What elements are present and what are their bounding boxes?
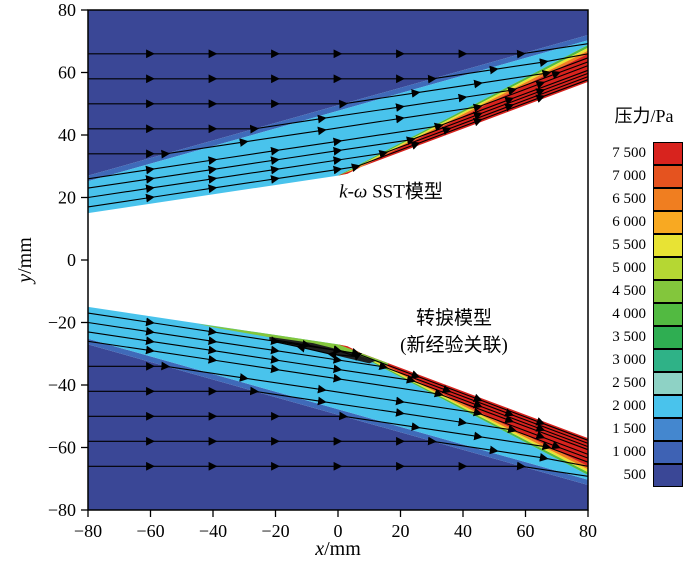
annotation-sst-model-em: k-ω (339, 181, 368, 203)
colorbar-swatch (653, 440, 683, 464)
y-tick-label: 60 (58, 63, 76, 83)
colorbar-row: 1 000 (594, 440, 694, 464)
x-tick-label: 20 (392, 521, 410, 541)
colorbar-row: 4 500 (594, 279, 694, 303)
colorbar-value-label: 1 500 (612, 421, 646, 437)
streamline-top-layer-4 (87, 69, 589, 180)
colorbar-swatch (653, 348, 683, 372)
colorbar-value-label: 2 000 (612, 398, 646, 414)
y-tick-label: −40 (48, 375, 76, 395)
annotation-transition-line2: (新经验关联) (400, 335, 508, 356)
x-tick-label: 0 (334, 521, 343, 541)
colorbar-value-label: 4 500 (612, 283, 646, 299)
x-tick-label: 40 (454, 521, 472, 541)
colorbar-swatch (653, 371, 683, 395)
contour-regions (88, 10, 588, 510)
colorbar-row: 2 500 (594, 371, 694, 395)
colorbar-title: 压力/Pa (614, 106, 674, 126)
annotation-sst-model: k-ω SST模型 (339, 181, 443, 203)
colorbar-value-label: 7 500 (612, 145, 646, 161)
y-tick-label: 0 (67, 250, 76, 270)
axes: −80 −60 −40 −20 0 20 40 60 80 −80 −60 −40 −20 0 20 40 60… (48, 0, 597, 541)
y-axis-label: y/mm (14, 237, 36, 283)
colorbar-row: 2 000 (594, 394, 694, 418)
colorbar-swatch (653, 463, 683, 487)
colorbar-row: 3 000 (594, 348, 694, 372)
colorbar-row: 500 (594, 463, 694, 487)
colorbar-value-label: 1 000 (612, 444, 646, 460)
colorbar-swatch (653, 256, 683, 280)
colorbar-swatch (653, 302, 683, 326)
annotation-transition-line1: 转捩模型 (415, 308, 492, 329)
colorbar-row: 7 000 (594, 164, 694, 188)
streamline-bottom-layer-4 (87, 340, 589, 451)
x-tick-label: −80 (74, 521, 102, 541)
colorbar-value-label: 5 000 (612, 260, 646, 276)
colorbar-value-label: 3 000 (612, 352, 646, 368)
colorbar-swatch (653, 141, 683, 165)
x-tick-label: −20 (261, 521, 289, 541)
colorbar-value-label: 6 000 (612, 214, 646, 230)
y-tick-label: −20 (48, 313, 76, 333)
colorbar-swatch (653, 164, 683, 188)
colorbar-swatch (653, 417, 683, 441)
colorbar-rows: 7 500 7 000 6 500 6 000 5 500 5 000 4 500 4 000… (594, 141, 694, 487)
y-tick-label: 20 (58, 188, 76, 208)
colorbar-row: 5 000 (594, 256, 694, 280)
colorbar-row: 1 500 (594, 417, 694, 441)
y-tick-label: −60 (48, 438, 76, 458)
streamline-bottom-recirculation-loop (275, 339, 362, 361)
colorbar-row: 6 000 (594, 210, 694, 234)
colorbar-value-label: 500 (623, 467, 647, 483)
x-tick-label: 80 (579, 521, 597, 541)
x-tick-label: −60 (136, 521, 164, 541)
colorbar-row: 5 500 (594, 233, 694, 257)
colorbar-value-label: 2 500 (612, 375, 646, 391)
y-tick-label: 40 (58, 125, 76, 145)
colorbar-value-label: 3 500 (612, 329, 646, 345)
colorbar-row: 6 500 (594, 187, 694, 211)
x-tick-label: −40 (199, 521, 227, 541)
colorbar-legend: 压力/Pa 7 500 7 000 6 500 6 000 5 500 5 000 4 50… (594, 102, 694, 487)
streamline-bottom-free-1 (88, 461, 589, 477)
x-tick-label: 60 (517, 521, 535, 541)
colorbar-swatch (653, 325, 683, 349)
colorbar-swatch (653, 233, 683, 257)
annotation-transition-model: 转捩模型 (新经验关联) (400, 303, 508, 357)
streamlines (87, 43, 589, 477)
colorbar-swatch (653, 394, 683, 418)
colorbar-row: 7 500 (594, 141, 694, 165)
colorbar-swatch (653, 279, 683, 303)
colorbar-row: 4 000 (594, 302, 694, 326)
y-tick-label: −80 (48, 500, 76, 520)
colorbar-swatch (653, 187, 683, 211)
streamline-top-free-1 (88, 43, 589, 59)
colorbar-swatch (653, 210, 683, 234)
colorbar-value-label: 4 000 (612, 306, 646, 322)
colorbar-value-label: 5 500 (612, 237, 646, 253)
y-tick-label: 80 (58, 0, 76, 20)
colorbar-row: 3 500 (594, 325, 694, 349)
colorbar-value-label: 6 500 (612, 191, 646, 207)
colorbar-value-label: 7 000 (612, 168, 646, 184)
